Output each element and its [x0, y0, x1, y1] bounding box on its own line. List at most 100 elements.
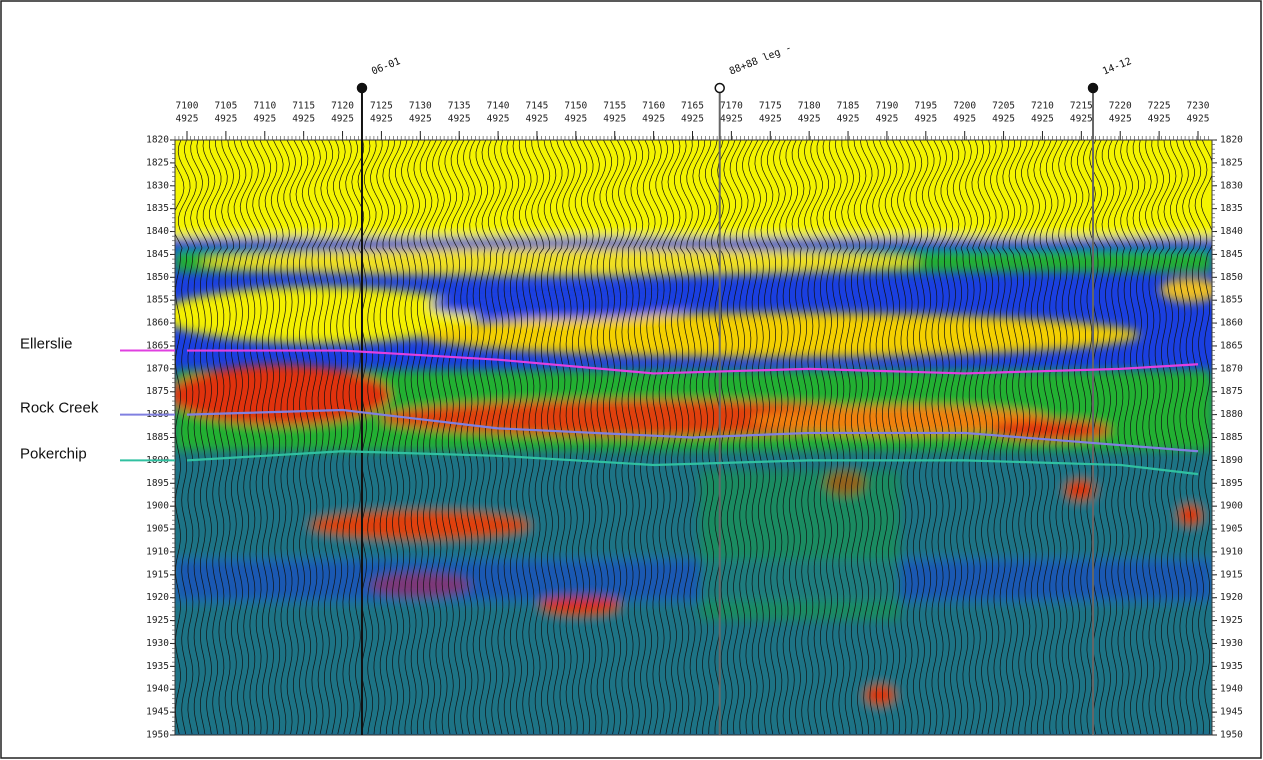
crossline-label: 4925: [1148, 114, 1171, 125]
horizon-label: Pokerchip: [20, 445, 87, 462]
inline-label: 7125: [370, 101, 393, 112]
inline-label: 7220: [1109, 101, 1132, 112]
horizon-label: Rock Creek: [20, 400, 99, 417]
time-label-right: 1830: [1220, 180, 1243, 191]
time-label: 1855: [146, 295, 169, 306]
time-label-right: 1900: [1220, 501, 1243, 512]
time-label-right: 1875: [1220, 386, 1243, 397]
inline-label: 7145: [526, 101, 549, 112]
time-label-right: 1905: [1220, 524, 1243, 535]
inline-label: 7185: [837, 101, 860, 112]
inline-label: 7120: [331, 101, 354, 112]
inline-label: 7140: [487, 101, 510, 112]
time-label: 1845: [146, 249, 169, 260]
inline-label: 7200: [953, 101, 976, 112]
inline-label: 7135: [448, 101, 471, 112]
time-label-right: 1930: [1220, 638, 1243, 649]
inline-label: 7210: [1031, 101, 1054, 112]
time-label-right: 1860: [1220, 318, 1243, 329]
time-label: 1885: [146, 432, 169, 443]
crossline-label: 4925: [603, 114, 626, 125]
crossline-label: 4925: [409, 114, 432, 125]
time-label: 1940: [146, 684, 169, 695]
time-label: 1875: [146, 386, 169, 397]
inline-label: 7225: [1148, 101, 1171, 112]
crossline-label: 4925: [1031, 114, 1054, 125]
inline-label: 7205: [992, 101, 1015, 112]
seismic-figure: 7100492571054925711049257115492571204925…: [0, 0, 1263, 760]
time-label-right: 1865: [1220, 340, 1243, 351]
time-label: 1915: [146, 569, 169, 580]
inline-label: 7100: [176, 101, 199, 112]
time-label-right: 1950: [1220, 730, 1243, 741]
crossline-label: 4925: [914, 114, 937, 125]
time-label-right: 1925: [1220, 615, 1243, 626]
crossline-label: 4925: [681, 114, 704, 125]
crossline-label: 4925: [992, 114, 1015, 125]
horizon-label: Ellerslie: [20, 336, 73, 353]
time-label: 1935: [146, 661, 169, 672]
time-label-right: 1935: [1220, 661, 1243, 672]
inline-label: 7160: [642, 101, 665, 112]
time-label-right: 1915: [1220, 569, 1243, 580]
crossline-label: 4925: [1070, 114, 1093, 125]
time-label-right: 1835: [1220, 203, 1243, 214]
crossline-label: 4925: [564, 114, 587, 125]
time-label-right: 1910: [1220, 546, 1243, 557]
inline-label: 7105: [214, 101, 237, 112]
inline-label: 7195: [914, 101, 937, 112]
crossline-label: 4925: [720, 114, 743, 125]
time-label-right: 1840: [1220, 226, 1243, 237]
time-label: 1840: [146, 226, 169, 237]
crossline-label: 4925: [448, 114, 471, 125]
inline-label: 7175: [759, 101, 782, 112]
time-label-right: 1845: [1220, 249, 1243, 260]
inline-label: 7180: [798, 101, 821, 112]
crossline-label: 4925: [642, 114, 665, 125]
time-label: 1820: [146, 135, 169, 146]
time-label: 1830: [146, 180, 169, 191]
crossline-label: 4925: [798, 114, 821, 125]
seismic-image: [160, 130, 1230, 740]
time-label: 1905: [146, 524, 169, 535]
time-label: 1930: [146, 638, 169, 649]
time-label-right: 1890: [1220, 455, 1243, 466]
time-label: 1870: [146, 363, 169, 374]
well-symbol: [1089, 84, 1098, 93]
inline-label: 7170: [720, 101, 743, 112]
inline-label: 7150: [564, 101, 587, 112]
crossline-label: 4925: [214, 114, 237, 125]
time-label: 1850: [146, 272, 169, 283]
inline-label: 7165: [681, 101, 704, 112]
crossline-label: 4925: [1187, 114, 1210, 125]
time-label: 1910: [146, 546, 169, 557]
crossline-label: 4925: [837, 114, 860, 125]
inline-label: 7110: [253, 101, 276, 112]
crossline-label: 4925: [953, 114, 976, 125]
time-label-right: 1895: [1220, 478, 1243, 489]
inline-label: 7130: [409, 101, 432, 112]
time-label: 1860: [146, 318, 169, 329]
crossline-label: 4925: [1109, 114, 1132, 125]
crossline-label: 4925: [331, 114, 354, 125]
time-label: 1835: [146, 203, 169, 214]
time-label-right: 1885: [1220, 432, 1243, 443]
inline-label: 7215: [1070, 101, 1093, 112]
crossline-label: 4925: [759, 114, 782, 125]
time-label: 1925: [146, 615, 169, 626]
crossline-label: 4925: [176, 114, 199, 125]
time-label: 1895: [146, 478, 169, 489]
time-label-right: 1820: [1220, 135, 1243, 146]
crossline-label: 4925: [370, 114, 393, 125]
time-label: 1945: [146, 707, 169, 718]
time-label: 1825: [146, 157, 169, 168]
time-label-right: 1855: [1220, 295, 1243, 306]
crossline-label: 4925: [875, 114, 898, 125]
time-label-right: 1945: [1220, 707, 1243, 718]
time-label: 1950: [146, 730, 169, 741]
time-label-right: 1940: [1220, 684, 1243, 695]
well-symbol: [357, 84, 366, 93]
inline-label: 7230: [1187, 101, 1210, 112]
time-label: 1920: [146, 592, 169, 603]
crossline-label: 4925: [487, 114, 510, 125]
